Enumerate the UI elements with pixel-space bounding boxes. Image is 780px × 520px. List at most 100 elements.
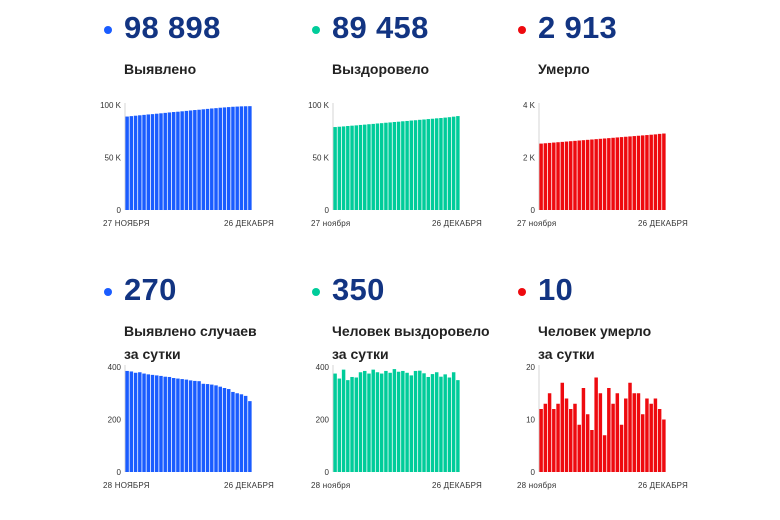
label-line: Человек выздоровело: [332, 323, 490, 339]
bar: [150, 114, 155, 210]
bar: [564, 398, 569, 472]
bar: [392, 369, 397, 472]
bar: [573, 403, 577, 472]
bar: [218, 107, 222, 210]
bar: [222, 388, 227, 472]
bar: [602, 138, 607, 210]
bar: [375, 372, 380, 472]
bar: [396, 121, 401, 210]
bar: [243, 395, 248, 473]
bar: [226, 389, 231, 472]
bar: [543, 143, 548, 210]
panel-detected: 98 898 Выявлено 0 50 K 100 K 27 НОЯБРЯ 26 ДЕ…: [100, 0, 300, 250]
bar: [142, 114, 146, 210]
bar: [418, 119, 422, 210]
y-tick-label: 50 K: [313, 154, 330, 163]
bar: [590, 139, 594, 210]
chart-daily-detected: 0 200 400 28 НОЯБРЯ 26 ДЕКАБРЯ: [103, 363, 274, 490]
bar: [159, 113, 163, 210]
bar: [418, 370, 422, 472]
bar: [653, 398, 658, 472]
bar: [231, 391, 235, 472]
bar: [615, 137, 620, 210]
bar: [401, 121, 405, 210]
bar: [180, 379, 184, 472]
x-end-label: 26 ДЕКАБРЯ: [432, 219, 482, 228]
bar: [422, 119, 426, 210]
bar: [662, 133, 666, 210]
bar: [409, 375, 414, 472]
bar: [384, 122, 388, 210]
bar: [379, 373, 384, 472]
bar: [543, 403, 548, 472]
x-end-label: 26 ДЕКАБРЯ: [638, 481, 688, 490]
bar: [350, 376, 354, 472]
bar: [632, 136, 636, 210]
legend-dot: [518, 26, 526, 34]
bar: [636, 135, 641, 210]
y-tick-label: 400: [316, 363, 330, 372]
bar: [434, 118, 439, 210]
detected-label: Выявлено: [124, 58, 196, 81]
bar: [607, 388, 611, 472]
bar: [337, 126, 342, 210]
detected-total: 98 898: [124, 10, 221, 45]
bar: [619, 424, 624, 472]
label-line: Выявлено случаев: [124, 323, 257, 339]
daily-detected-label: Выявлено случаев за сутки: [124, 320, 257, 366]
x-end-label: 26 ДЕКАБРЯ: [638, 219, 688, 228]
bar: [193, 110, 197, 210]
daily-deaths-label: Человек умерло за сутки: [538, 320, 651, 366]
bar: [662, 419, 666, 472]
y-tick-label: 200: [316, 416, 330, 425]
panel-recovered: 89 458 Выздоровело 0 50 K 100 K 27 ноября 26…: [308, 0, 508, 250]
x-end-label: 26 ДЕКАБРЯ: [224, 219, 274, 228]
bar: [401, 370, 405, 472]
bar: [636, 393, 641, 472]
x-start-label: 27 ноября: [517, 219, 556, 228]
x-start-label: 28 НОЯБРЯ: [103, 481, 150, 490]
deaths-label: Умерло: [538, 58, 590, 81]
bar: [547, 393, 552, 472]
bar: [577, 140, 581, 210]
bar: [197, 109, 201, 210]
bar: [138, 115, 142, 210]
x-start-label: 28 ноября: [517, 481, 556, 490]
label-line: Человек умерло: [538, 323, 652, 339]
bar: [430, 118, 435, 210]
bar: [585, 414, 590, 472]
bar: [379, 123, 384, 210]
bar: [573, 140, 577, 210]
bar: [560, 141, 565, 210]
bar: [645, 135, 649, 210]
label-line: Умерло: [538, 61, 590, 77]
bar: [413, 120, 418, 210]
y-tick-label: 20: [526, 363, 535, 372]
bar: [188, 110, 193, 210]
bar: [176, 378, 180, 472]
chart-deaths: 0 2 K 4 K 27 ноября 26 ДЕКАБРЯ: [517, 101, 688, 228]
bar: [235, 106, 239, 210]
bar: [405, 372, 409, 472]
legend-dot: [312, 26, 320, 34]
y-tick-label: 50 K: [105, 154, 122, 163]
bar: [611, 403, 615, 472]
bar: [167, 376, 172, 472]
bar: [363, 124, 367, 210]
bar: [615, 393, 620, 472]
bar: [585, 139, 590, 210]
bar: [653, 134, 658, 210]
bar: [239, 394, 244, 472]
label-line: Выявлено: [124, 61, 197, 77]
bar: [367, 124, 371, 210]
bar: [367, 373, 371, 472]
bar: [569, 141, 573, 210]
bar: [598, 393, 603, 472]
y-tick-label: 0: [325, 468, 330, 477]
bar: [333, 127, 337, 210]
y-tick-label: 100 K: [100, 101, 122, 110]
chart-daily-deaths: 0 10 20 28 ноября 26 ДЕКАБРЯ: [517, 363, 688, 490]
x-end-label: 26 ДЕКАБРЯ: [224, 481, 274, 490]
bar: [155, 375, 159, 472]
bar: [142, 373, 146, 472]
